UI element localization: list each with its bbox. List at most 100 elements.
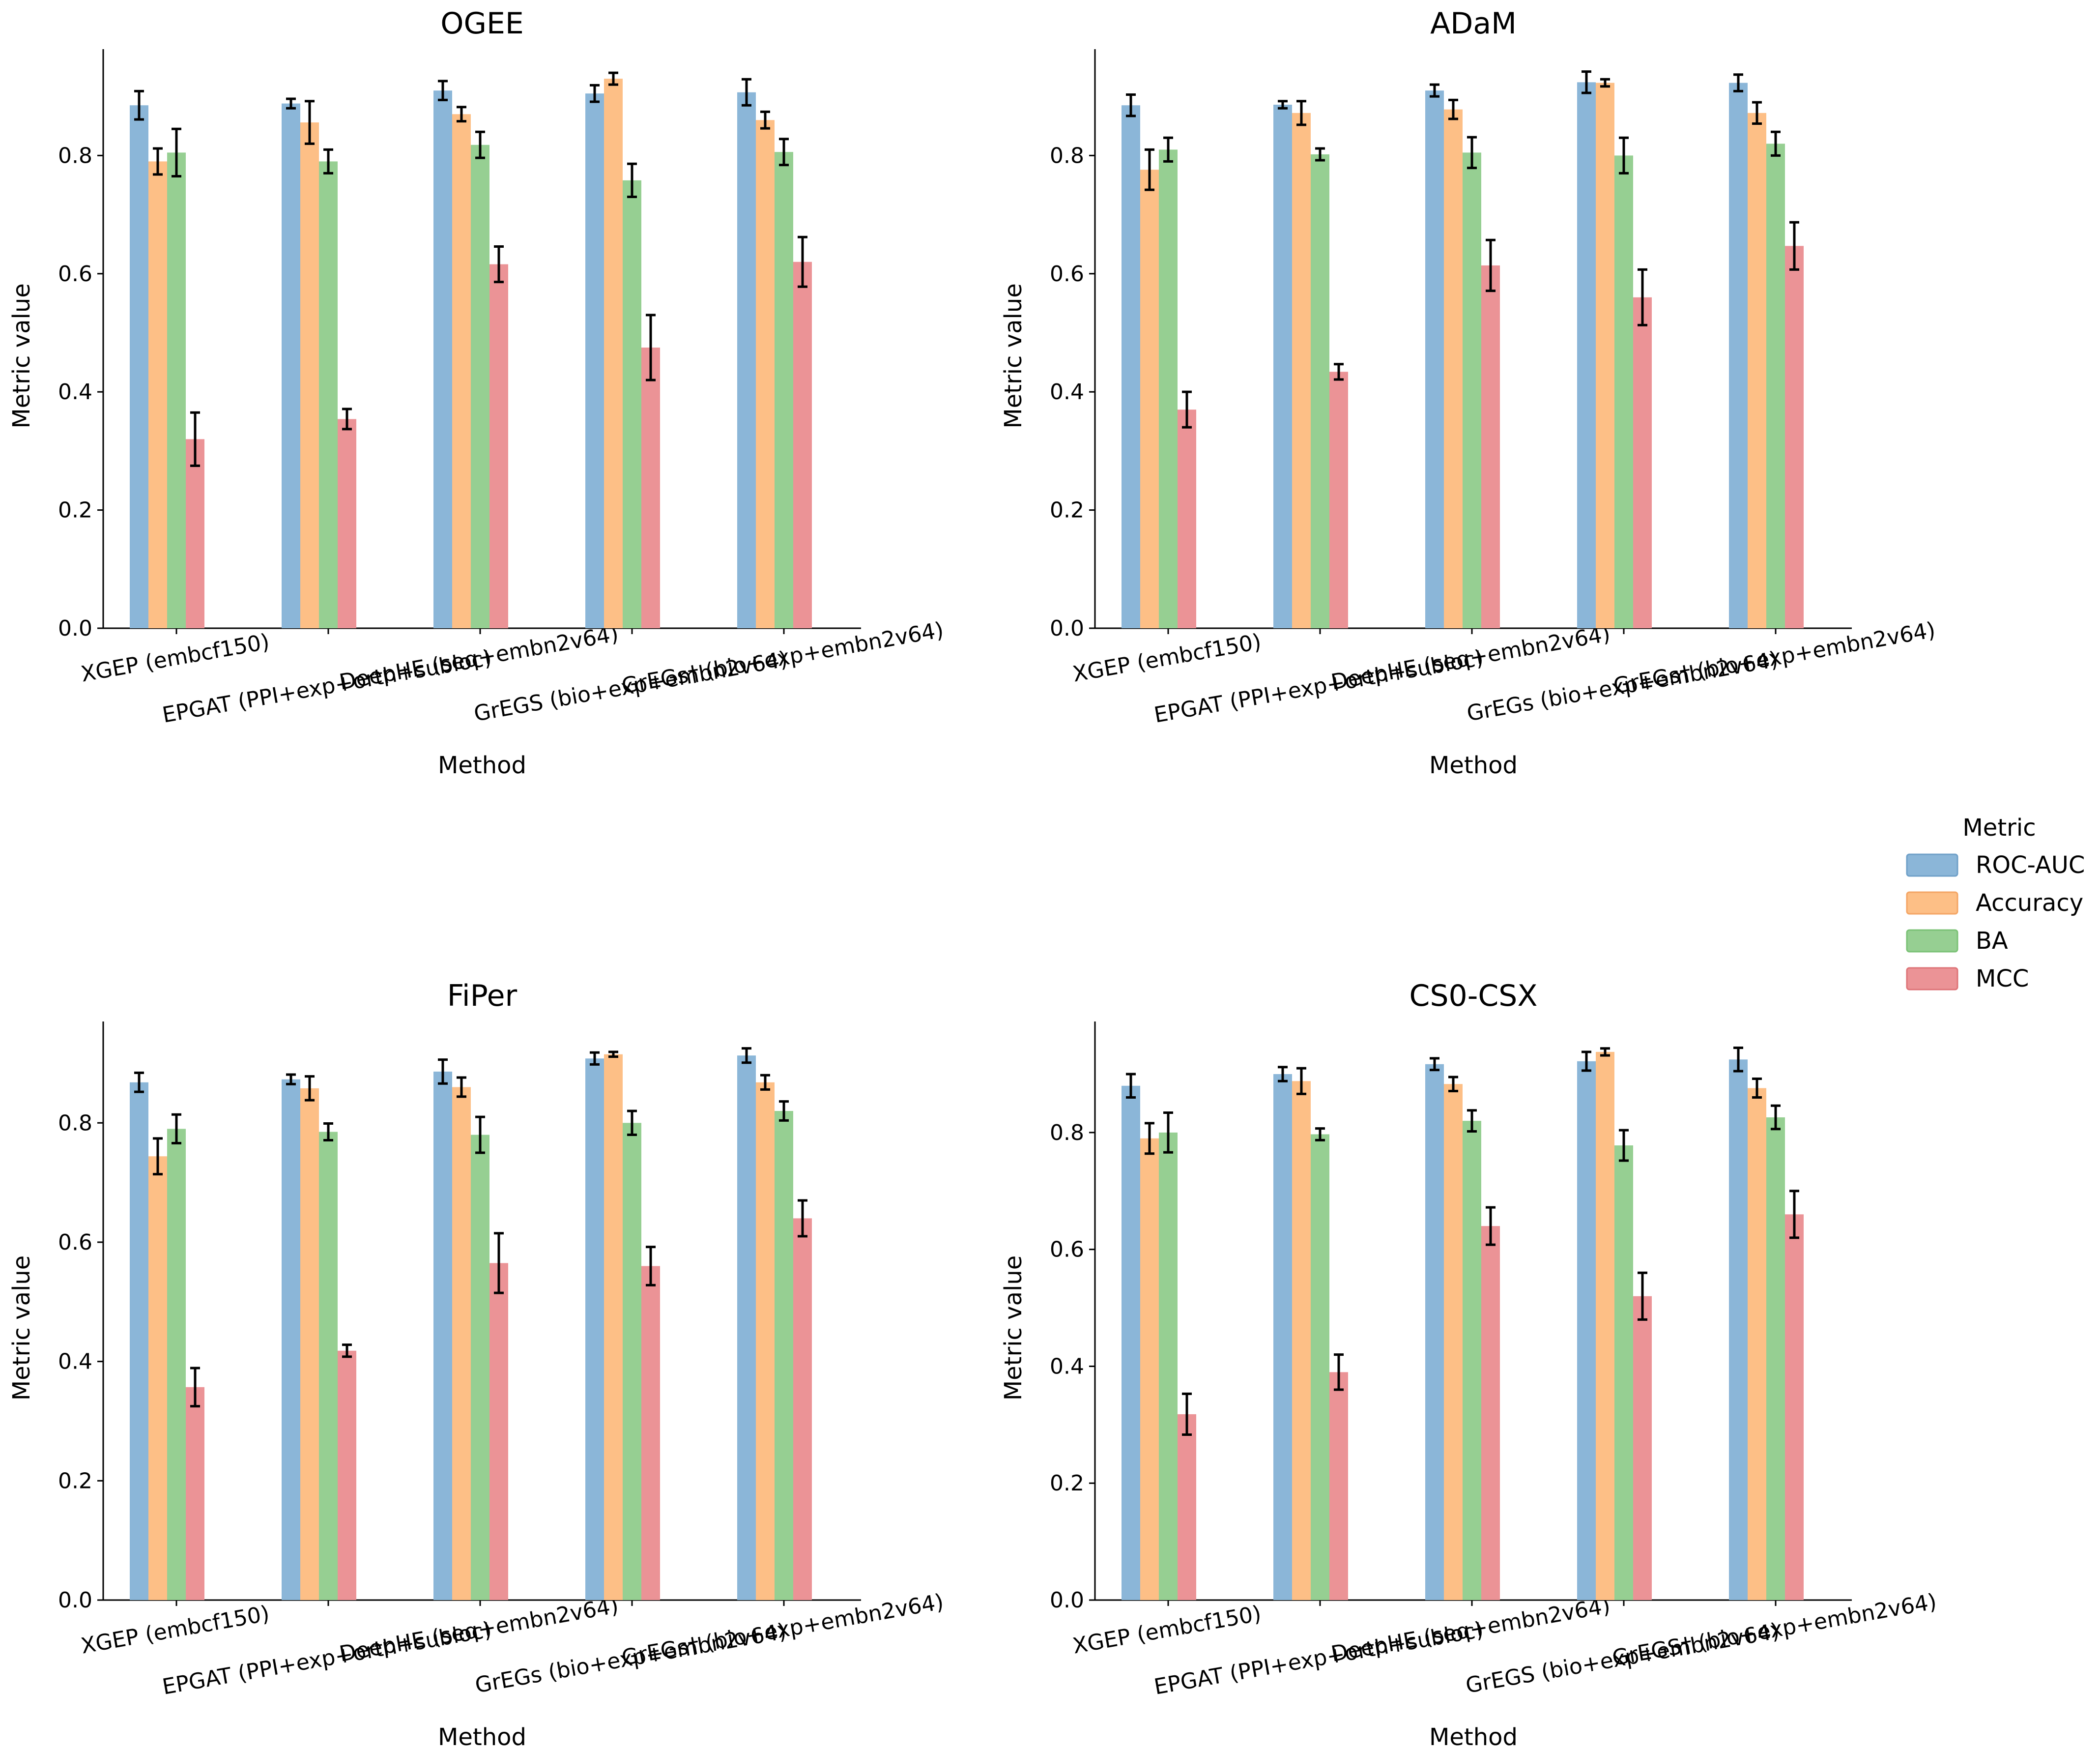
bar-mcc [1178,409,1196,628]
bar-ba [167,152,186,628]
x-tick-label: GrEGs† (bio+exp+embn2v64) [620,617,946,699]
bar-roc-auc [737,1055,756,1600]
bar-ba [1159,149,1178,628]
bar-roc-auc [1425,1064,1444,1600]
legend-label-mcc: MCC [1976,965,2029,992]
bar-ba [1463,152,1481,628]
y-tick-label: 0.6 [58,262,92,287]
bar-roc-auc [585,93,604,628]
chart-title: CS0-CSX [1410,979,1538,1013]
y-tick-label: 0.4 [1050,1354,1084,1379]
bar-accuracy [452,114,471,628]
bar-mcc [641,1266,660,1600]
x-tick-label: XGEP (embcf150) [1071,629,1263,687]
bar-mcc [1329,372,1348,628]
y-tick-label: 0.6 [1050,262,1084,287]
bar-accuracy [1292,113,1311,628]
bar-roc-auc [130,1082,148,1600]
bar-ba [1614,155,1633,629]
y-tick-label: 0.0 [1050,616,1084,641]
x-tick-label: XGEP (embcf150) [79,1601,271,1659]
bar-accuracy [1444,109,1463,629]
bar-accuracy [1596,1051,1614,1600]
y-tick-label: 0.2 [58,1468,92,1493]
bar-mcc [338,419,356,628]
bar-accuracy [452,1087,471,1600]
bar-mcc [186,1387,204,1600]
bar-roc-auc [1425,90,1444,629]
bar-roc-auc [130,105,148,629]
bar-accuracy [1444,1084,1463,1600]
bar-roc-auc [1273,104,1292,629]
y-tick-label: 0.8 [1050,143,1084,168]
bar-ba [1766,144,1785,628]
x-axis-label: Method [1429,1723,1518,1750]
y-axis-label: Metric value [1000,283,1027,429]
legend-swatch-mcc [1906,967,1958,991]
bar-roc-auc [1729,1059,1748,1600]
bar-accuracy [148,1156,167,1600]
chart-panel-cs0-csx: CS0-CSX 0.0 0.2 0.4 0.6 0.8 Metric value Method… [1000,979,1938,1750]
bar-mcc [1481,265,1500,628]
bar-roc-auc [1729,83,1748,628]
y-tick-label: 0.8 [58,1110,92,1136]
bar-accuracy [1596,83,1614,628]
bar-mcc [1329,1372,1348,1600]
bar-ba [319,1132,338,1600]
bar-roc-auc [737,92,756,628]
bar-ba [775,1111,793,1600]
y-tick-label: 0.0 [58,1588,92,1613]
legend-title: Metric [1962,814,2036,842]
bar-roc-auc [1122,105,1140,629]
bar-ba [1614,1145,1633,1600]
chart-title: OGEE [440,6,524,41]
bar-mcc [793,262,812,628]
y-tick-label: 0.4 [58,379,92,405]
legend-label-roc-auc: ROC-AUC [1976,851,2085,879]
bar-mcc [1178,1414,1196,1600]
y-tick-label: 0.8 [1050,1120,1084,1145]
bar-accuracy [604,79,623,628]
bar-ba [471,1135,489,1600]
x-axis-label: Method [438,752,526,779]
y-tick-label: 0.0 [1050,1588,1084,1613]
bar-roc-auc [433,90,452,629]
legend-label-accuracy: Accuracy [1976,889,2083,917]
y-axis-label: Metric value [8,1255,35,1401]
y-tick-label: 0.6 [58,1230,92,1255]
bar-accuracy [1140,170,1159,629]
bar-ba [1463,1121,1481,1600]
bar-roc-auc [585,1058,604,1600]
bar-mcc [1785,246,1804,628]
bar-mcc [489,264,508,628]
bar-roc-auc [1273,1074,1292,1600]
bar-accuracy [300,122,319,628]
y-axis-label: Metric value [8,283,35,429]
y-axis-label: Metric value [1000,1255,1027,1401]
x-axis-label: Method [1429,752,1518,779]
legend-swatch-ba [1906,929,1958,953]
bar-accuracy [756,120,775,629]
bar-ba [1159,1132,1178,1600]
y-tick-label: 0.4 [58,1349,92,1374]
chart-title: FiPer [447,979,518,1013]
bar-ba [775,152,793,628]
bar-mcc [641,348,660,628]
x-axis-label: Method [438,1723,526,1750]
bar-mcc [338,1350,356,1600]
bar-mcc [489,1263,508,1600]
chart-panel-adam: ADaM 0.0 0.2 0.4 0.6 0.8 Metric value Method XGE… [1000,6,1937,779]
bar-accuracy [756,1082,775,1600]
bar-roc-auc [1577,82,1596,628]
legend: Metric ROC-AUC Accuracy BA MCC [1906,814,2085,992]
bar-ba [623,180,641,629]
x-tick-label: GrEGs† (bio+exp+embn2v64) [1611,617,1937,699]
bar-roc-auc [282,1079,300,1600]
bar-roc-auc [1577,1061,1596,1600]
bar-roc-auc [282,103,300,628]
bar-ba [1311,154,1329,628]
y-tick-label: 0.2 [1050,498,1084,523]
bar-accuracy [1292,1081,1311,1600]
bar-accuracy [300,1088,319,1600]
